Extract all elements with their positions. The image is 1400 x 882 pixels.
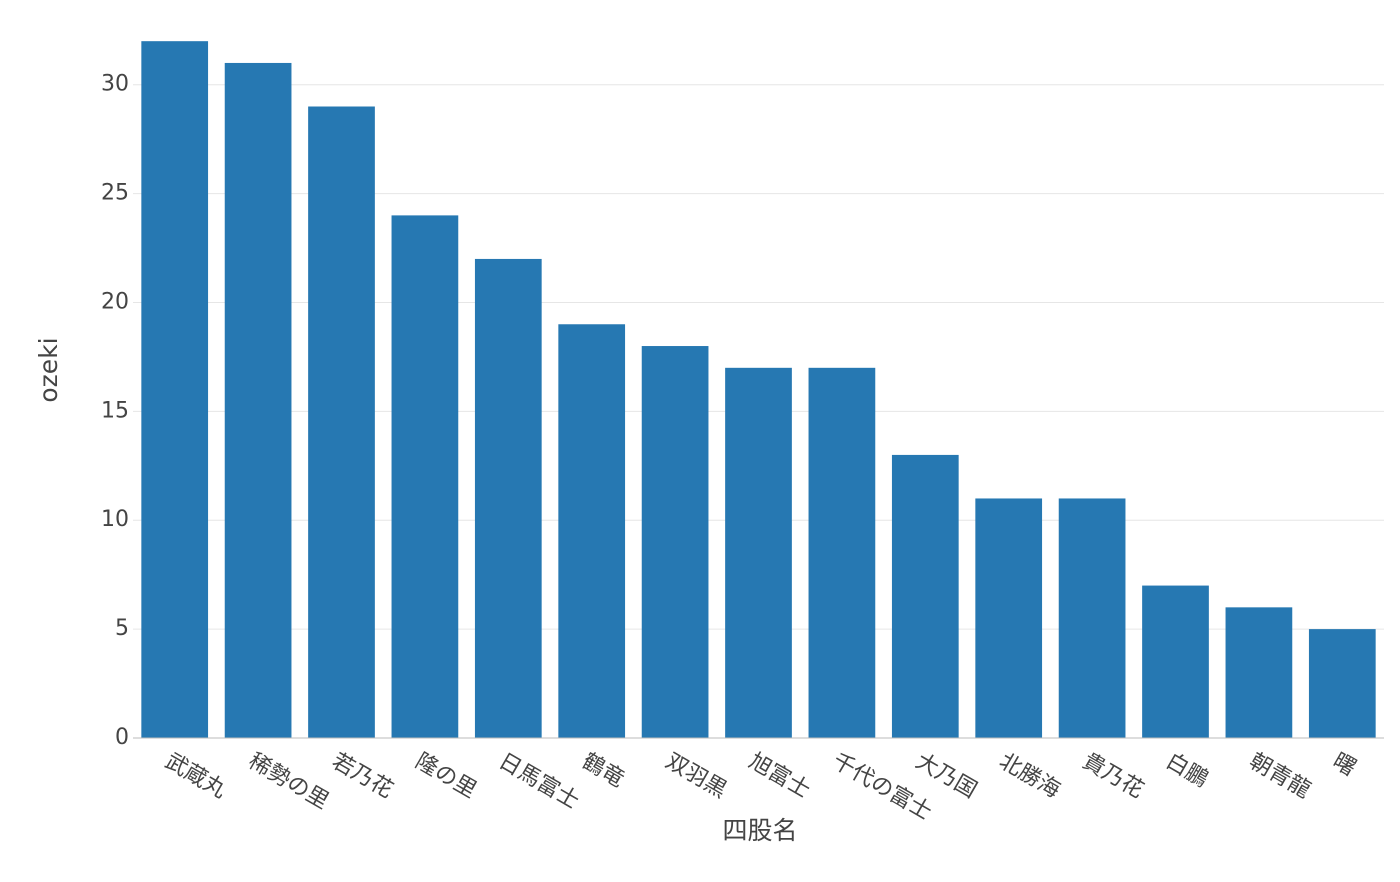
x-tick-label: 若乃花 <box>328 749 398 804</box>
x-tick-label: 稀勢の里 <box>244 749 333 815</box>
bar <box>1225 607 1293 738</box>
bar <box>308 106 375 739</box>
x-tick-label: 旭富士 <box>745 749 815 804</box>
y-tick-label: 0 <box>115 725 129 750</box>
bar <box>891 454 959 738</box>
x-tick-label: 隆の里 <box>411 749 481 804</box>
bar <box>1308 629 1376 738</box>
y-tick-label: 5 <box>115 616 129 641</box>
y-tick-label: 25 <box>101 181 129 206</box>
y-tick-label: 10 <box>101 507 129 532</box>
x-tick-label: 朝青龍 <box>1245 749 1315 804</box>
x-tick-label: 貴乃花 <box>1078 749 1148 804</box>
bar <box>808 367 876 738</box>
bar <box>1058 498 1126 738</box>
y-tick-label: 30 <box>101 72 129 97</box>
bar <box>558 324 626 738</box>
x-tick-label: 鶴竜 <box>578 749 629 793</box>
bar <box>474 258 542 738</box>
y-axis-title: ozeki <box>34 337 63 402</box>
x-tick-label: 北勝海 <box>995 749 1065 804</box>
bar <box>224 62 292 739</box>
bar <box>641 346 709 738</box>
bar <box>975 498 1043 738</box>
y-tick-label: 20 <box>101 289 129 314</box>
x-axis-title: 四股名 <box>722 816 797 845</box>
x-tick-label: 曙 <box>1328 749 1360 782</box>
bar <box>391 215 459 738</box>
x-tick-label: 白鵬 <box>1162 749 1213 793</box>
x-tick-label: 双羽黒 <box>661 749 731 804</box>
x-tick-label: 日馬富士 <box>494 749 583 815</box>
bar <box>141 41 209 739</box>
bar <box>1142 585 1209 738</box>
bar <box>725 367 792 738</box>
y-tick-label: 15 <box>101 398 129 423</box>
x-tick-label: 武蔵丸 <box>161 749 231 804</box>
